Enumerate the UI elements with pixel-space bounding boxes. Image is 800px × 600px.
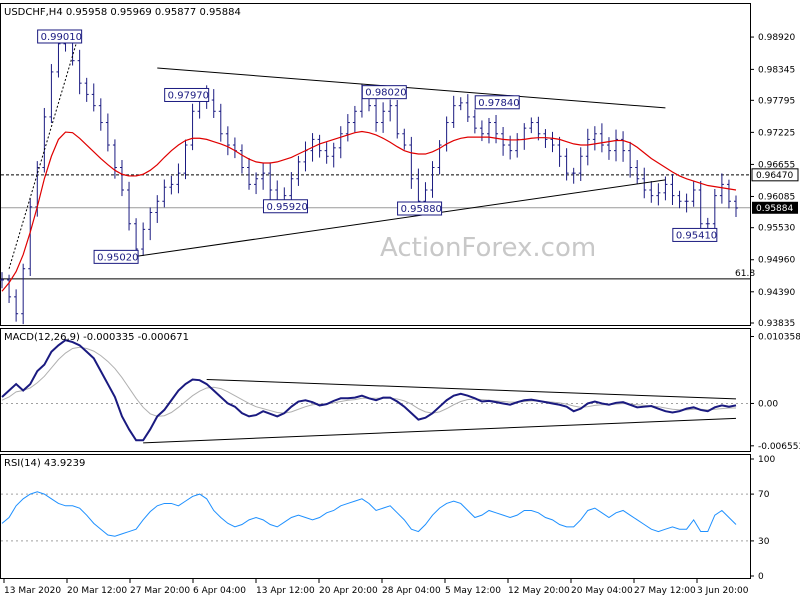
macd-title: MACD(12,26,9) -0.000335 -0.000671 (4, 332, 189, 343)
macd-trendline (143, 417, 737, 444)
price-annotation-box (37, 29, 83, 44)
price-panel-frame (0, 3, 751, 326)
price-trendline (157, 67, 666, 109)
x-tick-label: 28 Apr 04:00 (382, 586, 441, 596)
price-annotation-label: 0.97970 (168, 90, 209, 101)
price-y-tick-label: 0.96085 (758, 192, 795, 202)
x-tick-label: 13 Apr 12:00 (256, 586, 315, 596)
price-annotation-box (397, 201, 443, 216)
price-y-tick-label: 0.98920 (758, 33, 795, 43)
fib-level-label: 61.8 (735, 269, 755, 279)
price-annotation-box (93, 249, 139, 264)
x-tick-label: 3 Jun 20:00 (697, 586, 749, 596)
price-y-tick-label: 0.98345 (758, 65, 795, 75)
price-annotation-box (474, 95, 520, 110)
x-tick-label: 20 Mar 12:00 (67, 586, 127, 596)
macd-y-tick-label: -0.006553 (758, 442, 800, 452)
price-annotation-label: 0.95880 (401, 204, 442, 215)
watermark: ActionForex.com (380, 233, 596, 263)
macd-panel-frame (0, 328, 751, 452)
rsi-panel: 100 70 30 0 (1, 455, 775, 582)
price-annotation-box (361, 85, 407, 100)
x-tick-label: 27 May 12:00 (634, 586, 696, 596)
price-annotation-box (672, 227, 718, 242)
x-tick-label: 5 May 12:00 (445, 586, 501, 596)
price-panel: 0.98920 0.98345 0.97795 0.97225 0.96655 0.960… (0, 29, 799, 329)
price-y-tick-label: 0.94960 (758, 256, 795, 266)
price-trendline (136, 179, 666, 257)
rsi-line (1, 491, 737, 537)
level-price-label: 0.96470 (756, 171, 793, 181)
price-annotation-label: 0.95920 (266, 202, 307, 213)
macd-signal-line (1, 346, 736, 417)
price-y-tick-label: 0.97225 (758, 128, 795, 138)
x-axis: 13 Mar 2020 20 Mar 12:00 27 Mar 20:00 6 Apr… (3, 579, 749, 596)
x-tick-label: 20 Apr 20:00 (319, 586, 378, 596)
x-tick-label: 27 Mar 20:00 (130, 586, 190, 596)
price-annotation-box (262, 199, 308, 214)
moving-average-line (1, 130, 737, 292)
x-tick-label: 13 Mar 2020 (4, 586, 61, 596)
current-price-marker (752, 201, 798, 214)
price-y-tick-label: 0.95530 (758, 224, 795, 234)
price-annotation-label: 0.95410 (676, 230, 717, 241)
macd-y-tick-label: 0.010358 (758, 333, 800, 343)
macd-panel: 0.010358 0.00 -0.006553 (1, 333, 800, 452)
price-y-tick-label: 0.94390 (758, 288, 795, 298)
price-y-tick-label: 0.97795 (758, 96, 795, 106)
rsi-y-tick-label: 0 (758, 572, 764, 582)
level-price-marker (751, 168, 799, 182)
current-price-label: 0.95884 (756, 204, 793, 214)
rsi-panel-frame (0, 454, 751, 579)
price-trendline (8, 31, 81, 269)
price-annotation-label: 0.97840 (478, 98, 519, 109)
price-annotation-label: 0.99010 (41, 32, 82, 43)
rsi-y-tick-label: 70 (758, 490, 770, 500)
price-annotation-label: 0.95020 (97, 252, 138, 263)
rsi-title: RSI(14) 43.9239 (4, 458, 85, 469)
rsi-y-tick-label: 30 (758, 537, 770, 547)
x-tick-label: 12 May 20:00 (508, 586, 570, 596)
x-tick-label: 6 Apr 04:00 (193, 586, 246, 596)
x-tick-label: 20 May 04:00 (571, 586, 633, 596)
macd-trendline (206, 379, 737, 400)
rsi-y-tick-label: 100 (758, 455, 775, 465)
price-annotation-box (164, 87, 210, 102)
price-title: USDCHF,H4 0.95958 0.95969 0.95877 0.9588… (4, 7, 241, 18)
macd-line (1, 339, 737, 442)
price-y-tick-label: 0.93835 (758, 319, 795, 329)
price-y-tick-label: 0.96655 (758, 160, 795, 170)
macd-y-tick-label: 0.00 (758, 399, 778, 409)
price-annotation-label: 0.98020 (365, 88, 406, 99)
